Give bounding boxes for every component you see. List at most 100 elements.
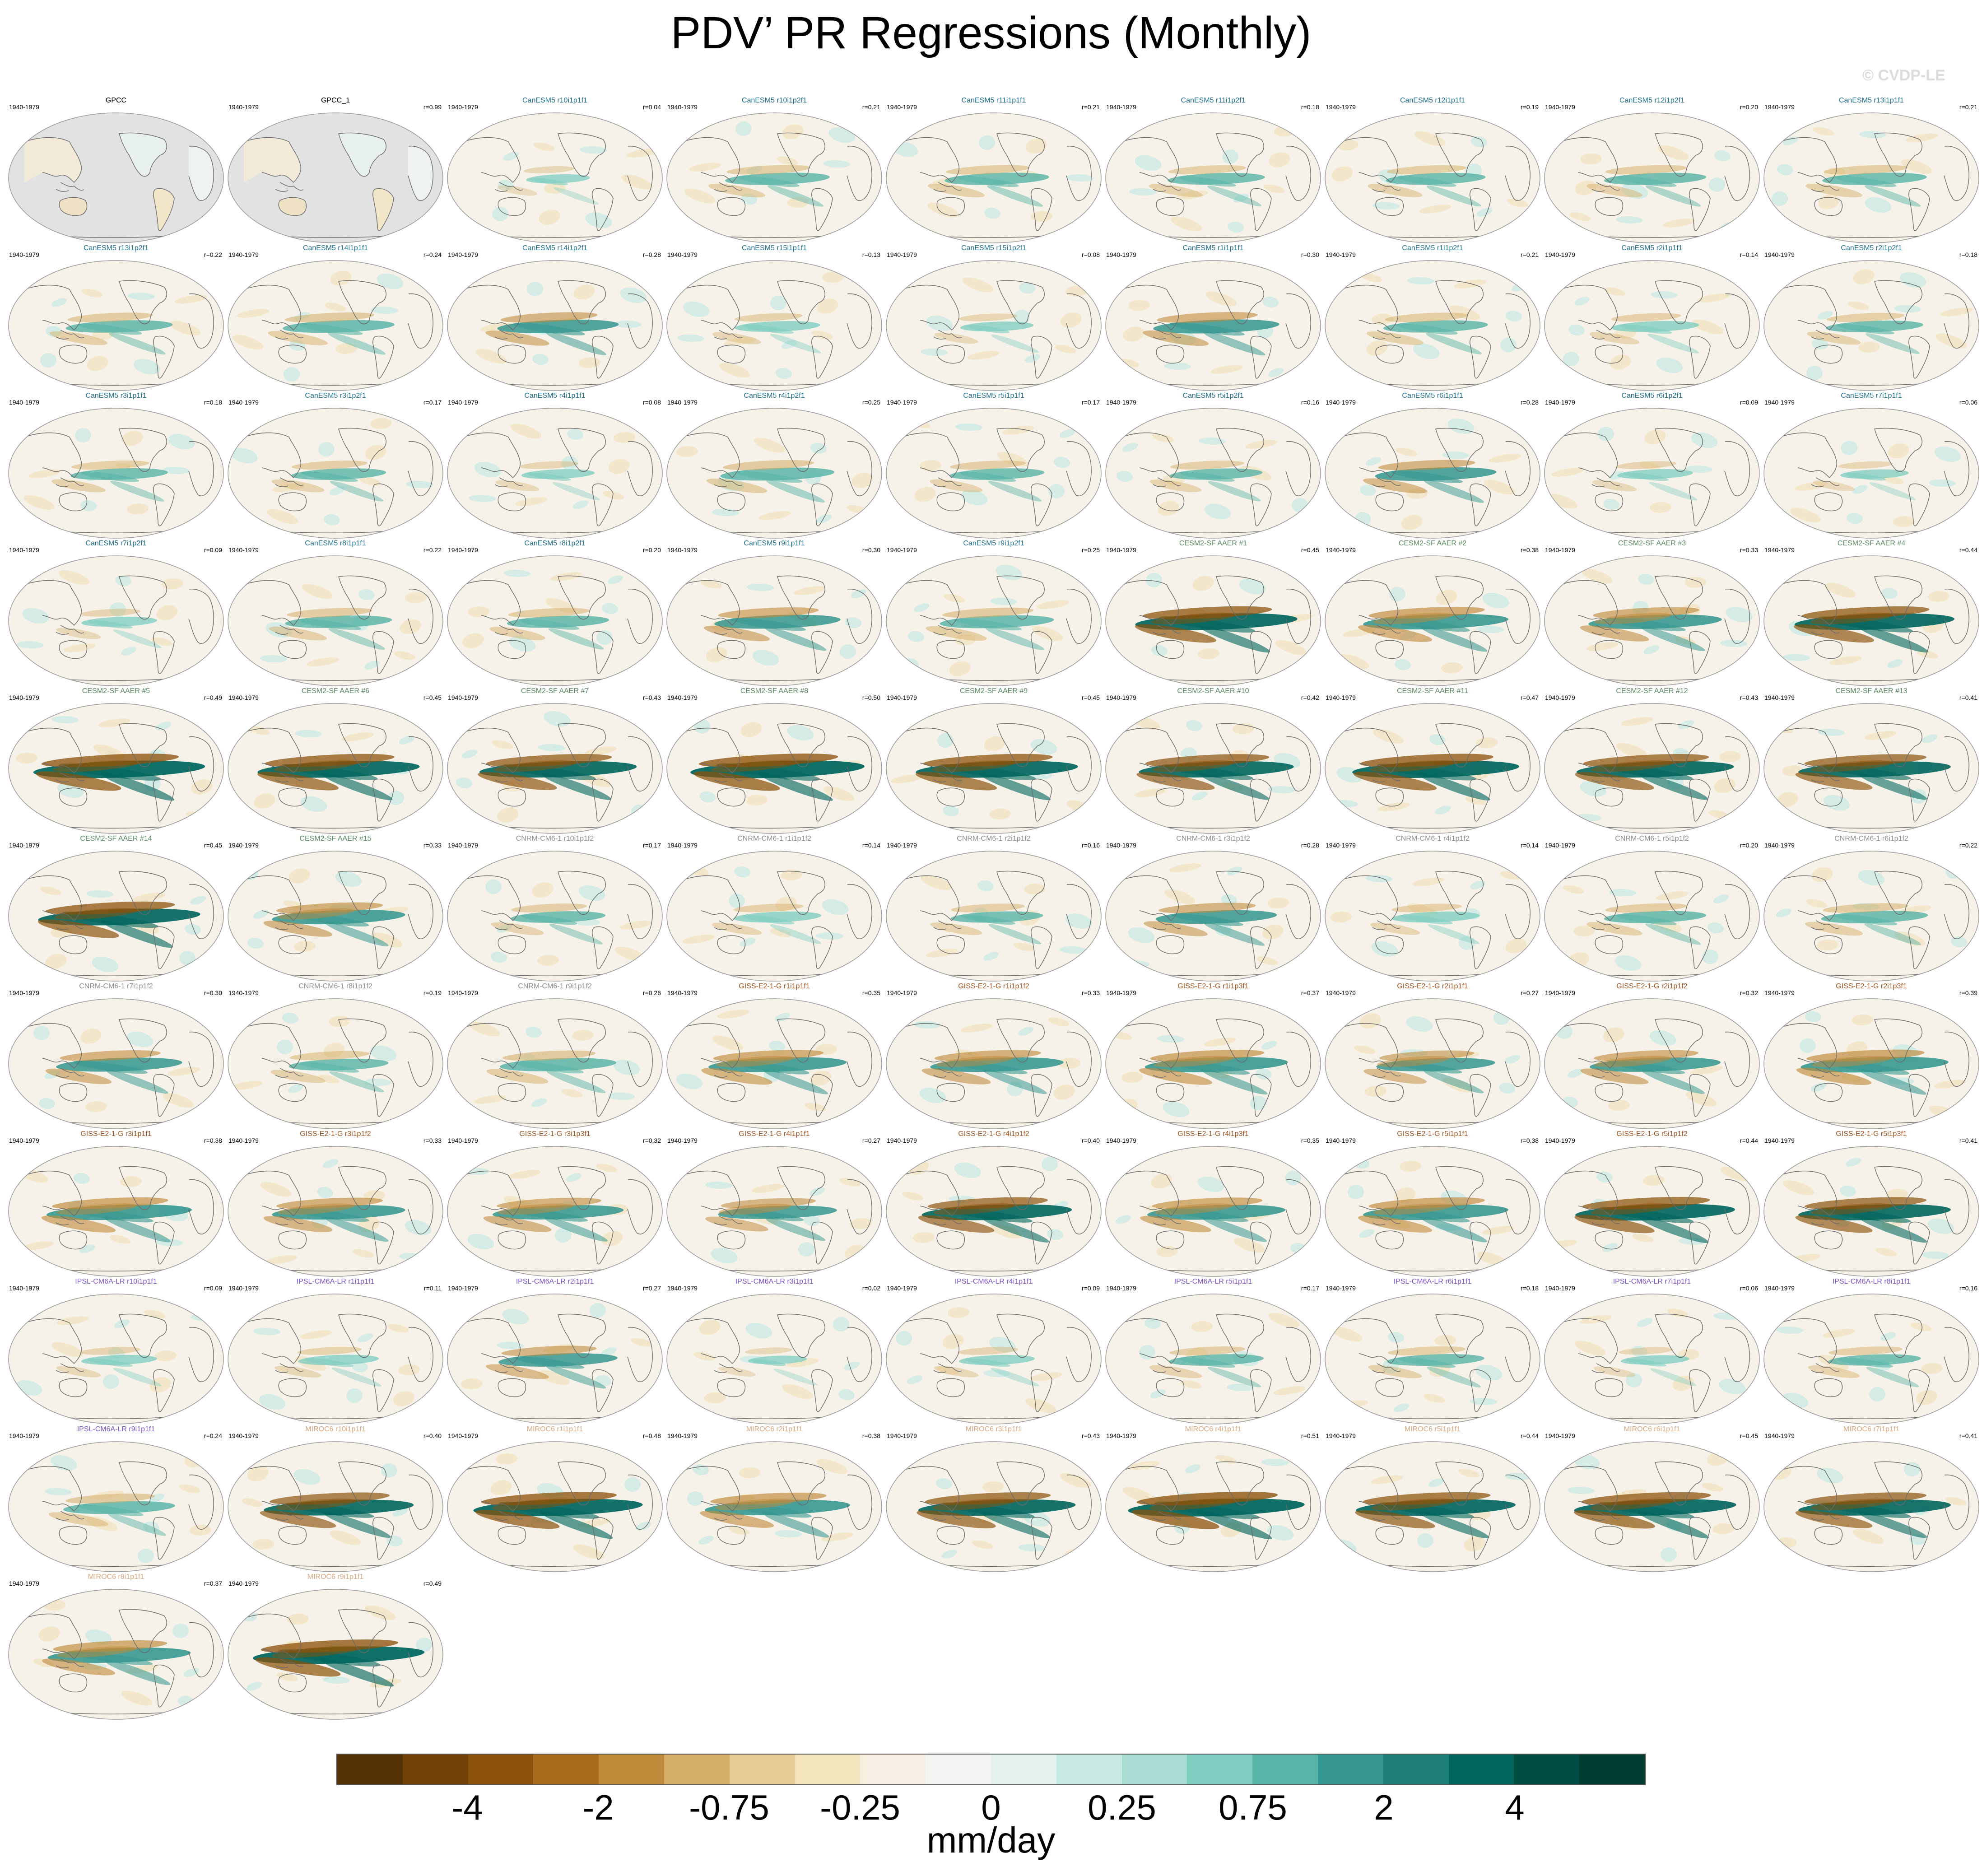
panel-period: 1940-1979 — [887, 1285, 917, 1292]
map-panel: GPCC 1940-1979 — [6, 97, 226, 248]
map-panel: CanESM5 r1i1p1f1 1940-1979 r=0.30 — [1103, 245, 1323, 396]
map-panel: CanESM5 r4i1p1f1 1940-1979 r=0.08 — [445, 392, 665, 544]
panel-period: 1940-1979 — [887, 694, 917, 701]
map-panel: CNRM-CM6-1 r8i1p1f2 1940-1979 r=0.19 — [226, 983, 445, 1134]
map-panel: GISS-E2-1-G r1i1p1f2 1940-1979 r=0.33 — [884, 983, 1103, 1134]
map-ellipse — [666, 408, 882, 539]
colorbar-tick-label: 0 — [981, 1788, 1001, 1827]
map-panel: MIROC6 r1i1p1f1 1940-1979 r=0.48 — [445, 1426, 665, 1577]
panel-correlation: r=0.27 — [862, 1137, 880, 1144]
panel-period: 1940-1979 — [228, 546, 259, 554]
colorbar-labels: -4 -2 -0.75 -0.25 0 0.25 0.75 2 4 — [336, 1787, 1646, 1828]
panel-title: MIROC6 r6i1p1f1 — [1624, 1425, 1680, 1433]
map-panel: GISS-E2-1-G r4i1p1f2 1940-1979 r=0.40 — [884, 1131, 1103, 1282]
map-panel: CESM2-SF AAER #13 1940-1979 r=0.41 — [1762, 688, 1981, 839]
map-ellipse — [8, 408, 224, 539]
map-ellipse — [228, 112, 443, 243]
panel-correlation: r=0.06 — [1740, 1285, 1758, 1292]
panel-correlation: r=0.33 — [1081, 989, 1100, 996]
map-panel: GISS-E2-1-G r5i1p1f2 1940-1979 r=0.44 — [1542, 1131, 1762, 1282]
figure-title: PDV’ PR Regressions (Monthly) — [670, 8, 1312, 58]
map-ellipse — [447, 1146, 663, 1277]
map-panel: CanESM5 r8i1p1f1 1940-1979 r=0.22 — [226, 540, 445, 691]
map-panel: GISS-E2-1-G r2i1p3f1 1940-1979 r=0.39 — [1762, 983, 1981, 1134]
map-panel: CanESM5 r14i1p2f1 1940-1979 r=0.28 — [445, 245, 665, 396]
panel-period: 1940-1979 — [9, 1137, 39, 1144]
map-panel: CNRM-CM6-1 r5i1p1f2 1940-1979 r=0.20 — [1542, 835, 1762, 987]
panel-correlation: r=0.43 — [1081, 1432, 1100, 1439]
map-panel: CanESM5 r11i1p1f1 1940-1979 r=0.21 — [884, 97, 1103, 248]
panel-period: 1940-1979 — [1106, 842, 1136, 849]
map-ellipse — [447, 408, 663, 539]
map-panel: IPSL-CM6A-LR r4i1p1f1 1940-1979 r=0.09 — [884, 1278, 1103, 1429]
panel-correlation: r=0.35 — [862, 989, 880, 996]
map-ellipse — [447, 998, 663, 1129]
panel-period: 1940-1979 — [9, 1432, 39, 1439]
map-ellipse — [666, 703, 882, 834]
panel-correlation: r=0.20 — [642, 546, 661, 554]
map-ellipse — [1763, 1294, 1979, 1424]
panel-title: MIROC6 r3i1p1f1 — [965, 1425, 1022, 1433]
map-panel: MIROC6 r3i1p1f1 1940-1979 r=0.43 — [884, 1426, 1103, 1577]
panel-correlation: r=0.45 — [1740, 1432, 1758, 1439]
panel-title: GISS-E2-1-G r2i1p3f1 — [1836, 982, 1907, 990]
map-panel: CanESM5 r6i1p2f1 1940-1979 r=0.09 — [1542, 392, 1762, 544]
map-ellipse — [1325, 1441, 1540, 1572]
map-ellipse — [1105, 1146, 1321, 1277]
colorbar-swatch — [1121, 1755, 1187, 1784]
panel-correlation: r=0.33 — [1740, 546, 1758, 554]
panel-title: GISS-E2-1-G r1i1p3f1 — [1177, 982, 1249, 990]
panel-title: CanESM5 r15i1p1f1 — [741, 244, 807, 252]
panel-correlation: r=0.14 — [1520, 842, 1539, 849]
panel-correlation: r=0.49 — [423, 1580, 442, 1587]
panel-correlation: r=0.09 — [204, 1285, 222, 1292]
panel-correlation: r=0.45 — [1081, 694, 1100, 701]
panel-period: 1940-1979 — [1545, 842, 1575, 849]
panel-period: 1940-1979 — [1326, 103, 1356, 111]
panel-period: 1940-1979 — [667, 1432, 698, 1439]
panel-period: 1940-1979 — [1545, 399, 1575, 406]
panel-correlation: r=0.09 — [1740, 399, 1758, 406]
colorbar-swatch — [926, 1755, 991, 1784]
colorbar-swatch — [1514, 1755, 1580, 1784]
map-panel: MIROC6 r10i1p1f1 1940-1979 r=0.40 — [226, 1426, 445, 1577]
panel-correlation: r=0.44 — [1740, 1137, 1758, 1144]
panel-title: CNRM-CM6-1 r10i1p1f2 — [516, 835, 594, 843]
panel-period: 1940-1979 — [887, 251, 917, 258]
map-panel: MIROC6 r8i1p1f1 1940-1979 r=0.37 — [6, 1573, 226, 1725]
panel-period: 1940-1979 — [1764, 399, 1795, 406]
panel-correlation: r=0.41 — [1959, 694, 1977, 701]
map-panel: CESM2-SF AAER #1 1940-1979 r=0.45 — [1103, 540, 1323, 691]
map-panel: GISS-E2-1-G r5i1p1f1 1940-1979 r=0.38 — [1323, 1131, 1542, 1282]
map-ellipse — [1325, 112, 1540, 243]
map-ellipse — [886, 1146, 1102, 1277]
panel-title: CanESM5 r2i1p2f1 — [1841, 244, 1902, 252]
map-ellipse — [228, 998, 443, 1129]
panel-title: CNRM-CM6-1 r5i1p1f2 — [1615, 835, 1689, 843]
map-ellipse — [1763, 1146, 1979, 1277]
colorbar-tick-label: 0.25 — [1088, 1788, 1156, 1827]
panel-period: 1940-1979 — [228, 251, 259, 258]
map-panel: CNRM-CM6-1 r1i1p1f2 1940-1979 r=0.14 — [665, 835, 884, 987]
panel-period: 1940-1979 — [1106, 103, 1136, 111]
map-ellipse — [447, 260, 663, 391]
map-ellipse — [228, 851, 443, 982]
panel-correlation: r=0.43 — [642, 694, 661, 701]
map-ellipse — [1763, 851, 1979, 982]
map-panel: CanESM5 r13i1p2f1 1940-1979 r=0.22 — [6, 245, 226, 396]
map-ellipse — [1763, 408, 1979, 539]
panel-correlation: r=0.19 — [423, 989, 442, 996]
map-panel: CESM2-SF AAER #3 1940-1979 r=0.33 — [1542, 540, 1762, 691]
panel-correlation: r=0.20 — [1740, 103, 1758, 111]
panel-correlation: r=0.16 — [1301, 399, 1319, 406]
panel-title: GISS-E2-1-G r4i1p1f2 — [958, 1130, 1029, 1138]
map-ellipse — [1544, 1441, 1760, 1572]
panel-correlation: r=0.17 — [1301, 1285, 1319, 1292]
map-ellipse — [228, 1441, 443, 1572]
panel-title: CESM2-SF AAER #5 — [82, 687, 150, 695]
colorbar-swatch — [533, 1755, 599, 1784]
panel-title: CNRM-CM6-1 r9i1p1f2 — [518, 982, 592, 990]
map-ellipse — [1763, 112, 1979, 243]
map-ellipse — [886, 1441, 1102, 1572]
map-ellipse — [447, 1294, 663, 1424]
